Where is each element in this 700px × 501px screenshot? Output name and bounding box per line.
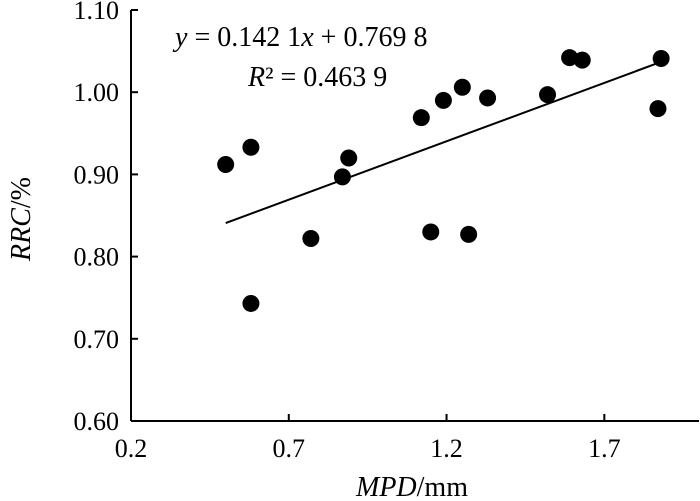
data-point-2	[242, 138, 260, 156]
data-point-1	[217, 156, 235, 174]
data-point-17	[652, 49, 670, 67]
x-axis-title: MPD/mm	[355, 472, 468, 501]
data-point-12	[479, 89, 497, 107]
x-axis-title-var: MPD	[355, 472, 417, 501]
y-tick-label: 1.00	[74, 78, 120, 107]
equation-right: + 0.769 8	[314, 22, 428, 53]
r-squared-value: ² = 0.463 9	[265, 62, 387, 93]
equation-annotation: y = 0.142 1x + 0.769 8	[172, 22, 427, 53]
axes: 0.60 0.70 0.80 0.90 1.00 1.10 0.2 0.7 1.2 1.7	[74, 0, 699, 463]
trendline	[225, 60, 662, 224]
x-tick-label: 0.2	[115, 434, 148, 463]
data-points	[217, 49, 670, 312]
x-tick-label: 1.7	[588, 434, 621, 463]
data-point-4	[302, 230, 320, 248]
data-point-13	[539, 86, 557, 104]
equation-x-var: x	[300, 22, 314, 53]
x-ticks: 0.2 0.7 1.2 1.7	[115, 414, 621, 463]
y-axis-title-var: RRC	[6, 208, 37, 262]
data-point-16	[649, 100, 667, 118]
y-tick-label: 0.60	[74, 407, 120, 436]
r-squared-var: R	[247, 62, 265, 93]
data-point-11	[460, 225, 478, 243]
y-tick-label: 1.10	[74, 0, 120, 25]
data-point-7	[412, 109, 430, 127]
data-point-9	[434, 91, 452, 109]
data-point-8	[422, 223, 440, 241]
y-tick-label: 0.80	[74, 243, 120, 272]
r-squared-annotation: R² = 0.463 9	[247, 62, 387, 93]
y-axis-title-unit: /%	[6, 177, 37, 208]
x-tick-label: 0.7	[273, 434, 306, 463]
data-point-14	[561, 49, 579, 67]
data-point-6	[340, 149, 358, 167]
data-point-15	[573, 51, 591, 69]
y-tick-label: 0.70	[74, 325, 120, 354]
data-point-10	[453, 78, 471, 96]
y-axis-title: RRC/%	[6, 177, 37, 262]
data-point-3	[242, 294, 260, 312]
y-ticks: 0.60 0.70 0.80 0.90 1.00 1.10	[74, 0, 138, 436]
y-tick-label: 0.90	[74, 160, 120, 189]
equation-y-var: y	[172, 22, 188, 53]
data-point-5	[333, 168, 351, 186]
x-tick-label: 1.2	[430, 434, 463, 463]
equation-left: = 0.142 1	[187, 22, 301, 53]
x-axis-title-unit: /mm	[417, 472, 469, 501]
